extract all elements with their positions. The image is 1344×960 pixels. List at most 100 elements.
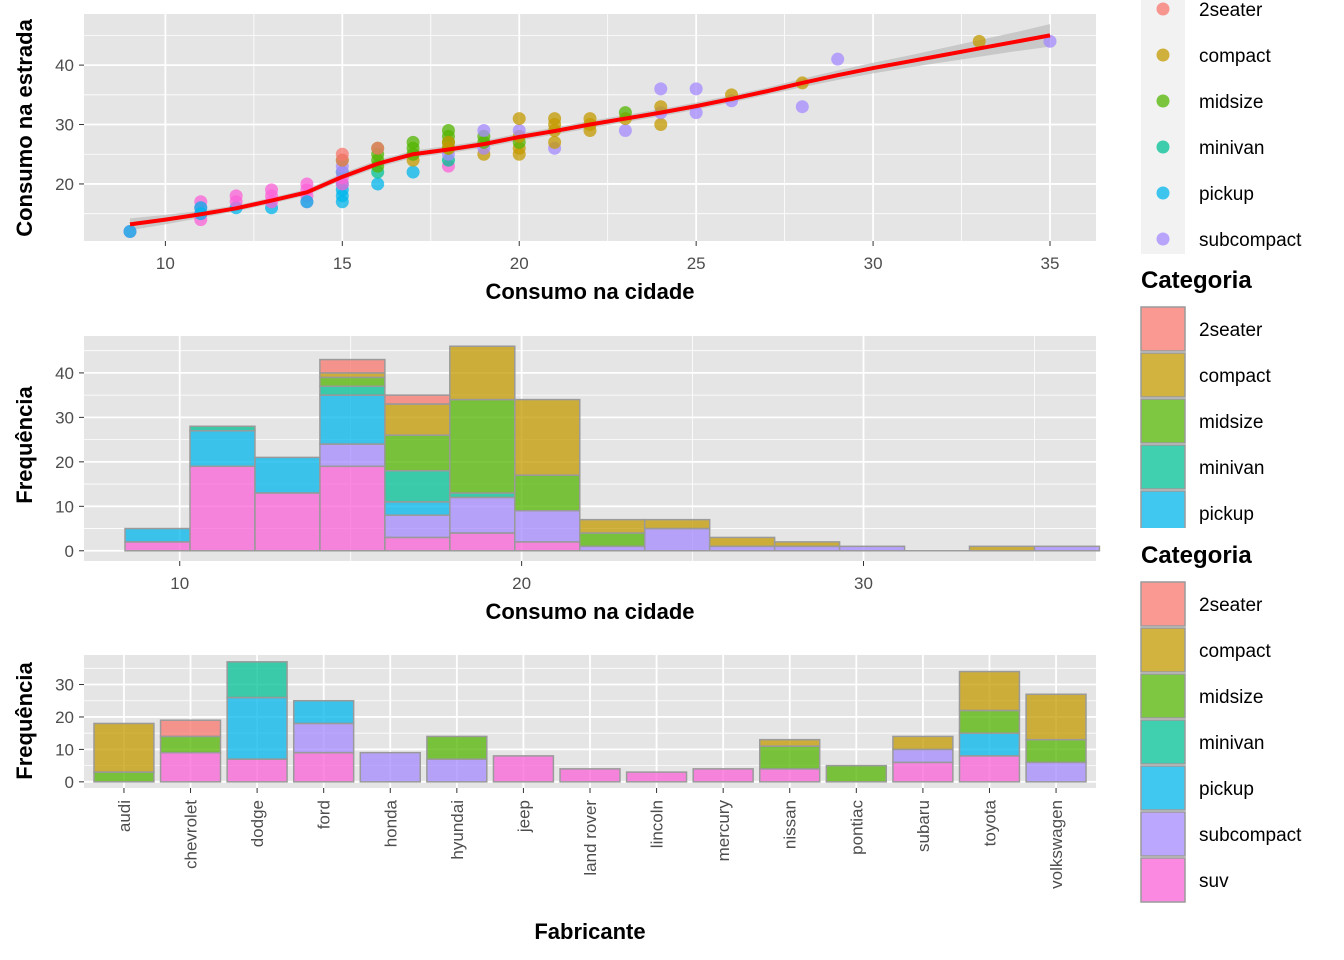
histogram-tick-label-y: 0 xyxy=(65,542,74,561)
manufacturer-legend-label: compact xyxy=(1199,641,1272,662)
scatter-tick-label-y: 30 xyxy=(55,116,74,135)
scatter-tick-label-x: 30 xyxy=(864,254,883,273)
histogram-legend-items: 2seater compact midsize minivan pickup xyxy=(1140,306,1272,528)
histogram-bar-segment xyxy=(254,456,321,494)
histogram-legend-key xyxy=(1140,306,1186,352)
manufacturer-bar-segment xyxy=(159,735,222,754)
scatter-point xyxy=(972,34,986,48)
manufacturer-legend-key xyxy=(1140,811,1186,857)
scatter-point xyxy=(689,106,703,120)
manufacturer-legend-key xyxy=(1140,581,1186,627)
histogram-legend-label: pickup xyxy=(1199,504,1254,525)
histogram-bar-segment xyxy=(384,394,451,405)
manufacturer-bar-segment xyxy=(226,758,288,783)
manufacturer-bar-segment xyxy=(692,768,754,783)
histogram-bar-segment xyxy=(319,394,386,445)
scatter-legend-key xyxy=(1156,186,1170,200)
scatter-point xyxy=(441,135,455,149)
manufacturer-tick-label: honda xyxy=(381,799,400,847)
manufacturer-tick-label: mercury xyxy=(714,800,733,862)
histogram-bar-segment xyxy=(449,496,516,534)
scatter-legend-label: midsize xyxy=(1199,92,1263,113)
manufacturer-tick-label: pontiac xyxy=(847,800,866,855)
manufacturer-bar-segment xyxy=(1025,738,1087,764)
histogram-bar-segment xyxy=(189,425,256,432)
histogram-bar-segment xyxy=(578,518,646,534)
histogram-bar-segment xyxy=(189,465,256,552)
manufacturer-bar-segment xyxy=(825,764,888,783)
histogram-bar-segment xyxy=(384,501,451,516)
manufacturer-bar-segment xyxy=(159,751,222,783)
histogram-plot: Consumo na cidade Frequência Categoria 1… xyxy=(12,267,1272,624)
manufacturer-bar-segment xyxy=(759,745,821,770)
manufacturer-tick-label: volkswagen xyxy=(1047,800,1066,889)
histogram-bar-segment xyxy=(254,492,321,552)
manufacturer-tick-label: audi xyxy=(115,800,134,832)
manufacturer-legend-label: midsize xyxy=(1199,687,1263,708)
scatter-point xyxy=(654,118,668,132)
histogram-legend-key xyxy=(1140,352,1186,398)
scatter-point xyxy=(512,112,526,126)
scatter-y-axis-title: Consumo na estrada xyxy=(12,18,37,236)
scatter-point xyxy=(512,123,526,137)
scatter-legend-key xyxy=(1156,2,1170,16)
histogram-bar-segment xyxy=(384,403,451,436)
scatter-point xyxy=(618,123,632,137)
scatter-point xyxy=(1043,34,1057,48)
scatter-legend-key xyxy=(1156,94,1170,108)
scatter-point xyxy=(229,189,243,203)
histogram-bar-segment xyxy=(189,429,256,468)
manufacturer-legend-label: subcompact xyxy=(1199,825,1302,846)
scatter-point xyxy=(371,177,385,191)
manufacturer-legend-label: pickup xyxy=(1199,779,1254,800)
histogram-bar-segment xyxy=(319,443,386,468)
manufacturer-bar-segment xyxy=(226,661,288,699)
scatter-point xyxy=(618,106,632,120)
scatter-plot: Consumo na cidade Consumo na estrada 10 1… xyxy=(12,0,1302,304)
histogram-bar-segment xyxy=(384,434,451,472)
histogram-bar-segment xyxy=(319,358,386,374)
histogram-bar-segment xyxy=(514,541,581,552)
manufacturer-tick-label-y: 10 xyxy=(55,740,74,759)
manufacturer-bar-segment xyxy=(426,735,488,760)
scatter-legend-label: subcompact xyxy=(1199,230,1302,251)
scatter-point xyxy=(300,177,314,191)
histogram-legend: 2seater compact midsize minivan pickup xyxy=(1140,306,1272,528)
manufacturer-tick-label: subaru xyxy=(914,800,933,852)
manufacturer-bar-segment xyxy=(492,755,555,783)
histogram-bar-segment xyxy=(514,474,581,512)
scatter-legend-label: 2seater xyxy=(1199,0,1263,21)
histogram-bar-segment xyxy=(124,527,191,543)
histogram-bar-segment xyxy=(708,536,776,548)
scatter-point xyxy=(795,100,809,114)
manufacturer-tick-label: lincoln xyxy=(648,800,667,848)
histogram-bar-segment xyxy=(968,545,1036,552)
smooth-line xyxy=(129,33,1051,227)
histogram-bar-segment xyxy=(319,465,386,552)
manufacturer-bar-segment xyxy=(958,732,1021,757)
manufacturer-tick-label: toyota xyxy=(980,799,999,846)
manufacturer-tick-label: chevrolet xyxy=(182,800,201,869)
histogram-y-axis-title: Frequência xyxy=(12,386,37,504)
histogram-legend-key xyxy=(1140,490,1186,528)
manufacturer-tick-label-y: 0 xyxy=(65,773,74,792)
manufacturer-bar-segment xyxy=(958,755,1021,783)
manufacturer-bar-segment xyxy=(1025,693,1087,741)
scatter-point xyxy=(335,153,349,167)
scatter-point xyxy=(654,100,668,114)
histogram-bar-segment xyxy=(838,545,906,552)
scatter-point xyxy=(194,201,208,215)
scatter-point xyxy=(548,135,562,149)
histogram-bar-segment xyxy=(514,510,581,543)
histogram-legend-key xyxy=(1140,398,1186,444)
manufacturer-bar-segment xyxy=(759,768,821,783)
manufacturer-tick-label: jeep xyxy=(514,800,533,833)
scatter-legend-label: pickup xyxy=(1199,184,1254,205)
scatter-legend: 2seater compact midsize minivan pickup subcom… xyxy=(1141,0,1302,254)
histogram-legend-label: midsize xyxy=(1199,412,1263,433)
scatter-legend-key xyxy=(1156,140,1170,154)
histogram-bar-segment xyxy=(319,385,386,396)
scatter-point xyxy=(689,82,703,96)
manufacturer-bar-segment xyxy=(892,761,954,783)
